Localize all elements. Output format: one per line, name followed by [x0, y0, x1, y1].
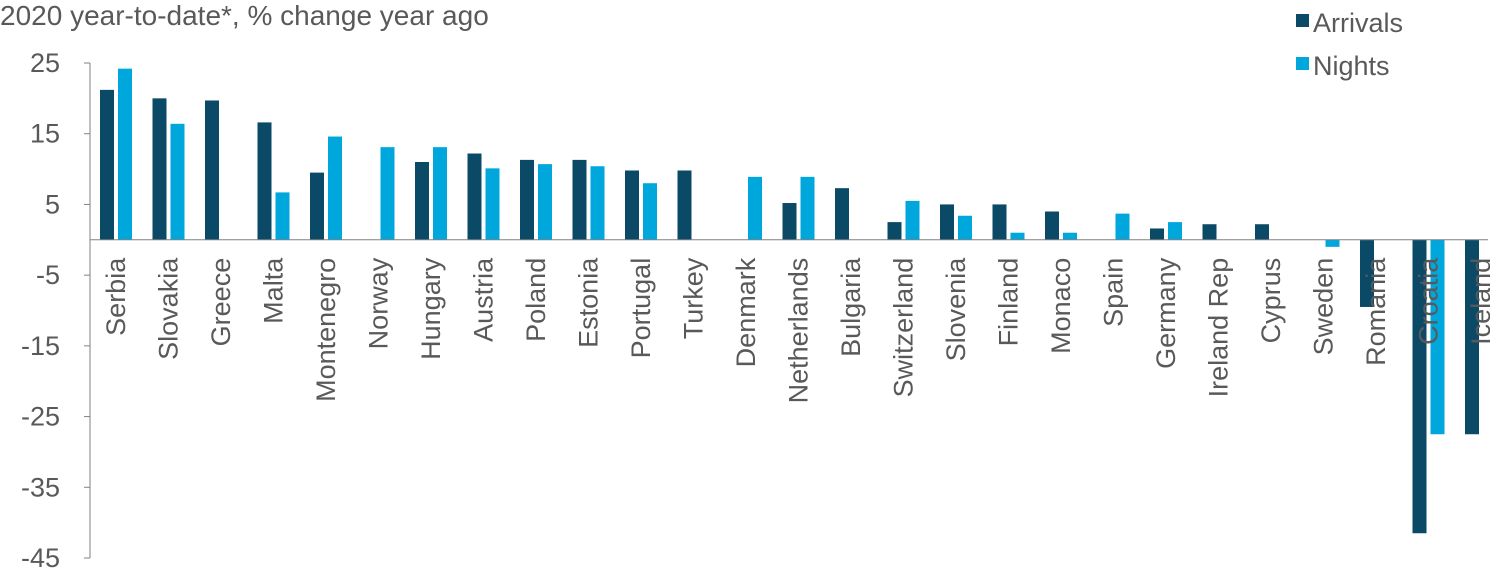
bar-nights-croatia	[1430, 239, 1445, 435]
legend: Arrivals Nights	[1296, 8, 1403, 81]
category-label: Ireland Rep	[1204, 258, 1234, 398]
y-tick-label: 15	[30, 119, 60, 149]
bar-nights-estonia	[590, 166, 605, 240]
category-label: Montenegro	[311, 258, 341, 402]
bar-arrivals-greece	[205, 100, 219, 240]
bar-nights-poland	[538, 164, 552, 240]
legend-label-nights: Nights	[1313, 51, 1390, 81]
legend-swatch-arrivals	[1296, 14, 1309, 27]
category-label: Germany	[1151, 257, 1181, 369]
y-tick-label: -25	[21, 402, 60, 432]
bar-nights-denmark	[748, 176, 762, 240]
bar-nights-malta	[275, 192, 290, 240]
y-tick-label: -15	[21, 331, 60, 361]
bar-arrivals-cyprus	[1255, 224, 1269, 240]
bar-nights-montenegro	[328, 136, 342, 240]
bar-nights-monaco	[1063, 232, 1077, 240]
category-label: Bulgaria	[836, 257, 866, 357]
category-label: Denmark	[731, 257, 761, 367]
legend-swatch-nights	[1296, 57, 1309, 70]
bar-nights-norway	[380, 147, 395, 240]
category-label: Croatia	[1414, 257, 1444, 345]
bar-arrivals-romania	[1360, 239, 1374, 307]
category-label: Slovenia	[941, 257, 971, 362]
category-label: Sweden	[1309, 258, 1339, 356]
bar-nights-slovakia	[170, 123, 185, 240]
bar-arrivals-iceland	[1465, 239, 1479, 435]
bar-arrivals-estonia	[572, 159, 587, 240]
bar-arrivals-malta	[257, 122, 272, 240]
bar-arrivals-montenegro	[310, 172, 324, 240]
bar-arrivals-netherlands	[782, 203, 797, 240]
category-label: Monaco	[1046, 258, 1076, 354]
bar-arrivals-austria	[467, 153, 482, 240]
bar-nights-spain	[1115, 213, 1130, 240]
category-label: Greece	[206, 258, 236, 347]
y-tick-label: -35	[21, 472, 60, 502]
category-label: Iceland	[1466, 258, 1490, 345]
bar-nights-slovenia	[958, 215, 972, 240]
bar-nights-germany	[1168, 222, 1182, 240]
bar-arrivals-serbia	[100, 89, 114, 240]
category-label: Turkey	[679, 257, 709, 339]
bar-nights-sweden	[1325, 239, 1340, 247]
bar-arrivals-portugal	[625, 170, 639, 240]
bar-arrivals-finland	[992, 204, 1007, 240]
legend-label-arrivals: Arrivals	[1313, 8, 1403, 38]
y-axis: 25 15 5 -5 -15 -25 -35 -45	[21, 48, 91, 571]
category-label: Romania	[1361, 257, 1391, 366]
bar-arrivals-slovenia	[940, 204, 954, 240]
bar-arrivals-slovakia	[152, 98, 167, 240]
category-label: Spain	[1099, 258, 1129, 327]
bar-nights-netherlands	[800, 176, 815, 240]
category-label: Poland	[521, 258, 551, 342]
bar-arrivals-switzerland	[887, 222, 902, 240]
category-label: Serbia	[101, 257, 131, 336]
bar-arrivals-hungary	[415, 162, 429, 240]
category-label: Portugal	[626, 258, 656, 359]
bar-nights-portugal	[643, 183, 657, 240]
bar-arrivals-croatia	[1412, 239, 1427, 534]
bar-nights-serbia	[118, 68, 132, 240]
bar-nights-hungary	[433, 147, 447, 240]
bar-nights-switzerland	[905, 200, 920, 240]
bar-nights-finland	[1010, 232, 1025, 240]
category-label: Norway	[364, 257, 394, 349]
category-label: Netherlands	[784, 258, 814, 404]
bar-arrivals-germany	[1150, 228, 1164, 240]
category-label: Finland	[994, 258, 1024, 347]
bar-nights-austria	[485, 168, 500, 240]
bar-arrivals-poland	[520, 159, 534, 240]
bar-arrivals-bulgaria	[835, 188, 849, 240]
category-label: Austria	[469, 257, 499, 342]
category-label: Malta	[259, 257, 289, 324]
category-label: Switzerland	[889, 258, 919, 398]
bar-arrivals-ireland-rep	[1202, 224, 1217, 240]
bar-arrivals-monaco	[1045, 211, 1059, 240]
bars	[100, 68, 1479, 534]
category-labels: Serbia Slovakia Greece Malta Montenegro Norwa…	[101, 257, 1490, 404]
y-tick-label: -5	[36, 260, 60, 290]
y-tick-label: 5	[45, 189, 60, 219]
category-label: Slovakia	[154, 257, 184, 360]
y-tick-label: 25	[30, 48, 60, 78]
category-label: Estonia	[574, 257, 604, 348]
category-label: Cyprus	[1256, 258, 1286, 344]
chart-subtitle: 2020 year-to-date*, % change year ago	[0, 0, 489, 31]
bar-arrivals-turkey	[677, 170, 692, 240]
y-tick-label: -45	[21, 543, 60, 571]
category-label: Hungary	[416, 257, 446, 360]
